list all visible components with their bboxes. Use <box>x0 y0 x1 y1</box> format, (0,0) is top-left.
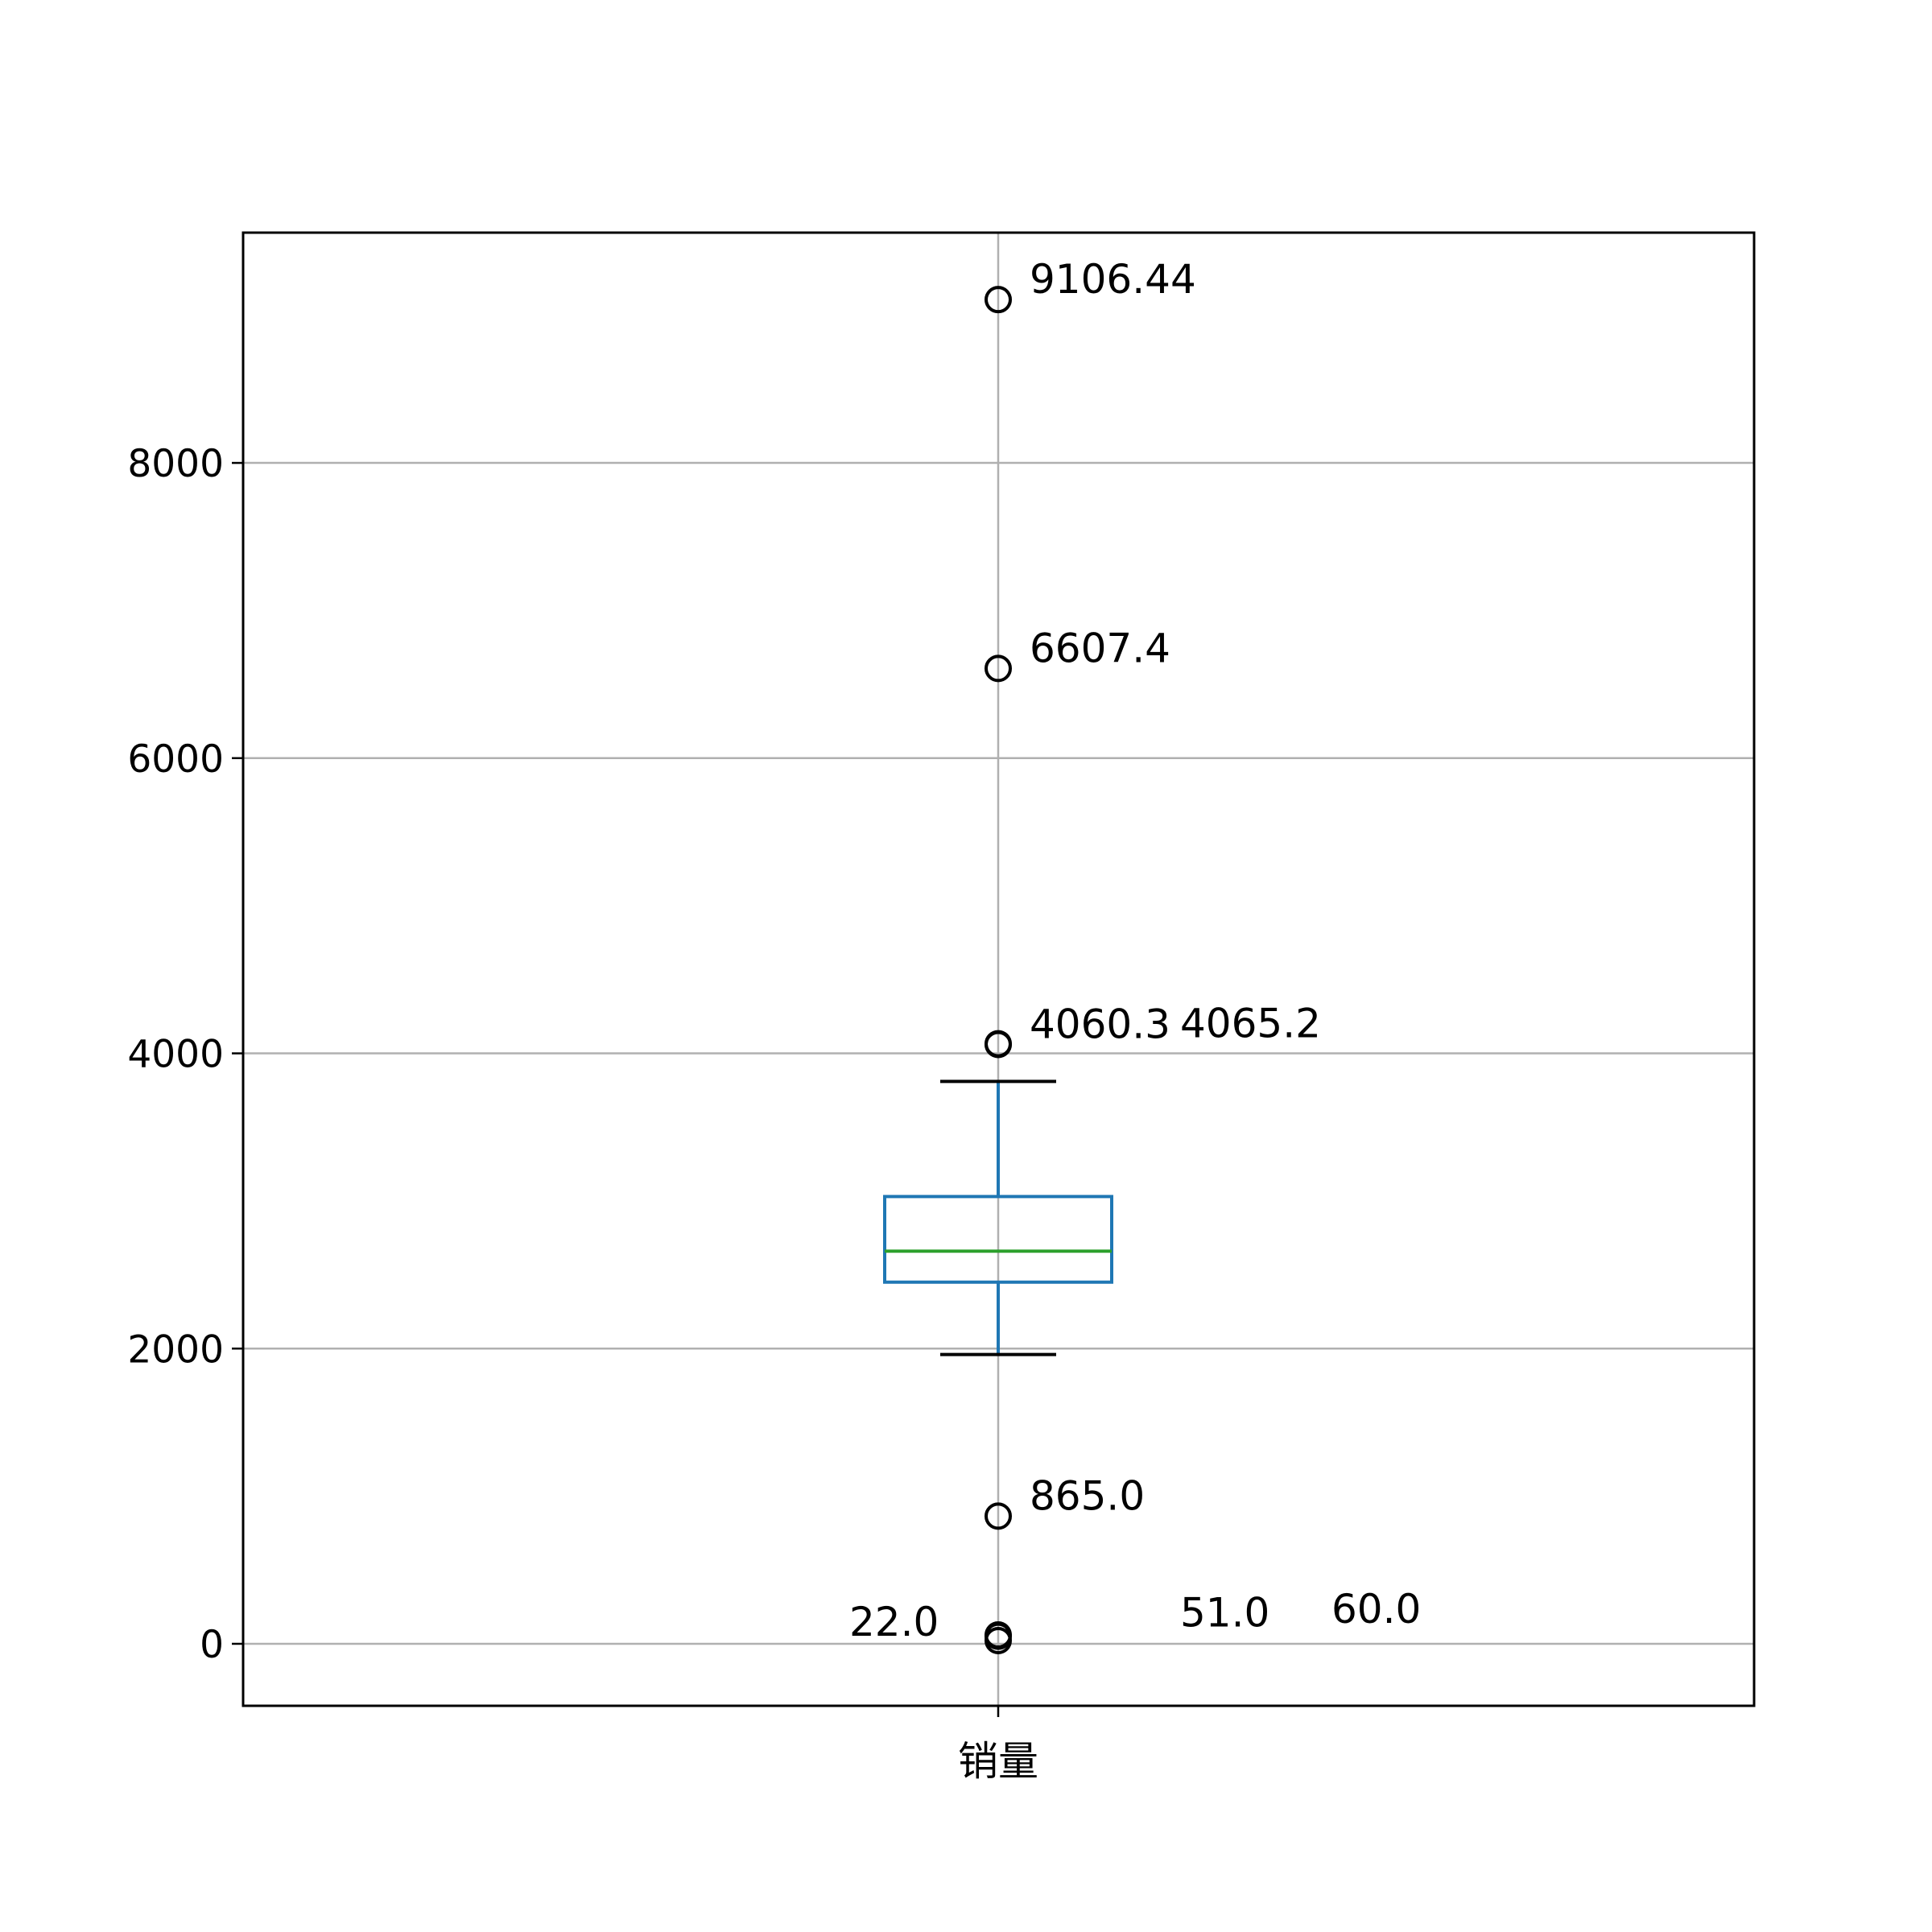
y-tick-label: 4000 <box>127 1033 224 1077</box>
outlier-annotation: 22.0 <box>849 1599 939 1645</box>
outlier-annotation: 9106.44 <box>1030 256 1196 303</box>
outlier-annotation: 51.0 <box>1180 1590 1269 1637</box>
outlier-point <box>985 286 1012 314</box>
grid-lines <box>243 233 1754 1706</box>
outlier-annotation: 4060.3 <box>1030 1001 1170 1047</box>
outlier-group <box>985 286 1012 1654</box>
x-tick-label: 销量 <box>958 1738 1038 1785</box>
axis-ticks: 0 2000 4000 6000 8000 销量 <box>127 442 1038 1785</box>
box-group <box>883 1080 1113 1356</box>
outlier-annotation: 865.0 <box>1030 1472 1145 1519</box>
outlier-point <box>985 654 1012 683</box>
outlier-point <box>985 1502 1012 1530</box>
outlier-point <box>985 1626 1012 1654</box>
annotation-group: 9106.44 6607.4 4060.3 4065.2 865.0 22.0 51.0 60… <box>849 256 1421 1645</box>
outlier-annotation: 6607.4 <box>1030 625 1170 671</box>
outlier-annotation: 60.0 <box>1331 1586 1421 1633</box>
plot-frame <box>242 231 1756 1707</box>
y-tick-label: 0 <box>200 1623 224 1667</box>
iqr-box <box>883 1195 1113 1284</box>
y-tick-label: 6000 <box>127 737 224 782</box>
y-tick-label: 2000 <box>127 1327 224 1372</box>
outlier-point <box>985 1030 1012 1059</box>
y-tick-label: 8000 <box>127 442 224 486</box>
outlier-annotation: 4065.2 <box>1180 1001 1321 1047</box>
